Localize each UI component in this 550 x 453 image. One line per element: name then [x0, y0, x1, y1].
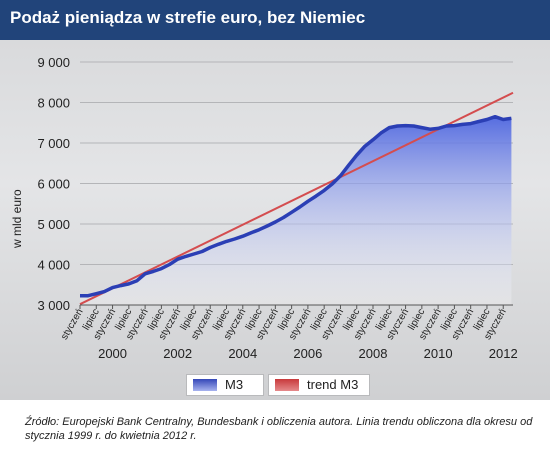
y-tick-label: 7 000 — [37, 136, 70, 151]
chart-canvas: 3 000 4 000 5 000 6 000 7 000 8 000 9 000 styc… — [10, 55, 518, 361]
title-bar: Podaż pieniądza w strefie euro, bez Niem… — [0, 0, 550, 40]
m3-line — [80, 114, 512, 298]
legend-label-m3: M3 — [225, 377, 244, 392]
legend: M3 trend M3 — [0, 368, 550, 400]
year-label: 2002 — [163, 346, 192, 361]
y-tick-label: 3 000 — [37, 298, 70, 313]
legend-item-trend-m3: trend M3 — [268, 374, 370, 396]
y-tick-label: 5 000 — [37, 217, 70, 232]
year-label: 2006 — [293, 346, 322, 361]
y-axis-label: w mld euro — [10, 189, 24, 249]
chart-title: Podaż pieniądza w strefie euro, bez Niem… — [10, 8, 366, 27]
year-label: 2000 — [98, 346, 127, 361]
legend-label-trend-m3: trend M3 — [307, 377, 359, 392]
source-note: Źródło: Europejski Bank Centralny, Bunde… — [25, 416, 533, 442]
y-tick-label: 6 000 — [37, 177, 70, 192]
year-label: 2008 — [359, 346, 388, 361]
year-label: 2010 — [424, 346, 453, 361]
y-tick-label: 4 000 — [37, 258, 70, 273]
y-tick-label: 9 000 — [37, 55, 70, 70]
legend-item-m3: M3 — [186, 374, 264, 396]
legend-swatch-m3 — [193, 379, 217, 391]
y-tick-label: 8 000 — [37, 96, 70, 111]
legend-swatch-trend-m3 — [275, 379, 299, 391]
x-axis: styczeńlipiecstyczeńlipiecstyczeńlipiecs… — [59, 304, 518, 361]
year-label: 2004 — [228, 346, 257, 361]
year-label: 2012 — [489, 346, 518, 361]
y-axis-ticks: 3 000 4 000 5 000 6 000 7 000 8 000 9 000 — [37, 55, 70, 313]
plot-area — [79, 91, 514, 306]
